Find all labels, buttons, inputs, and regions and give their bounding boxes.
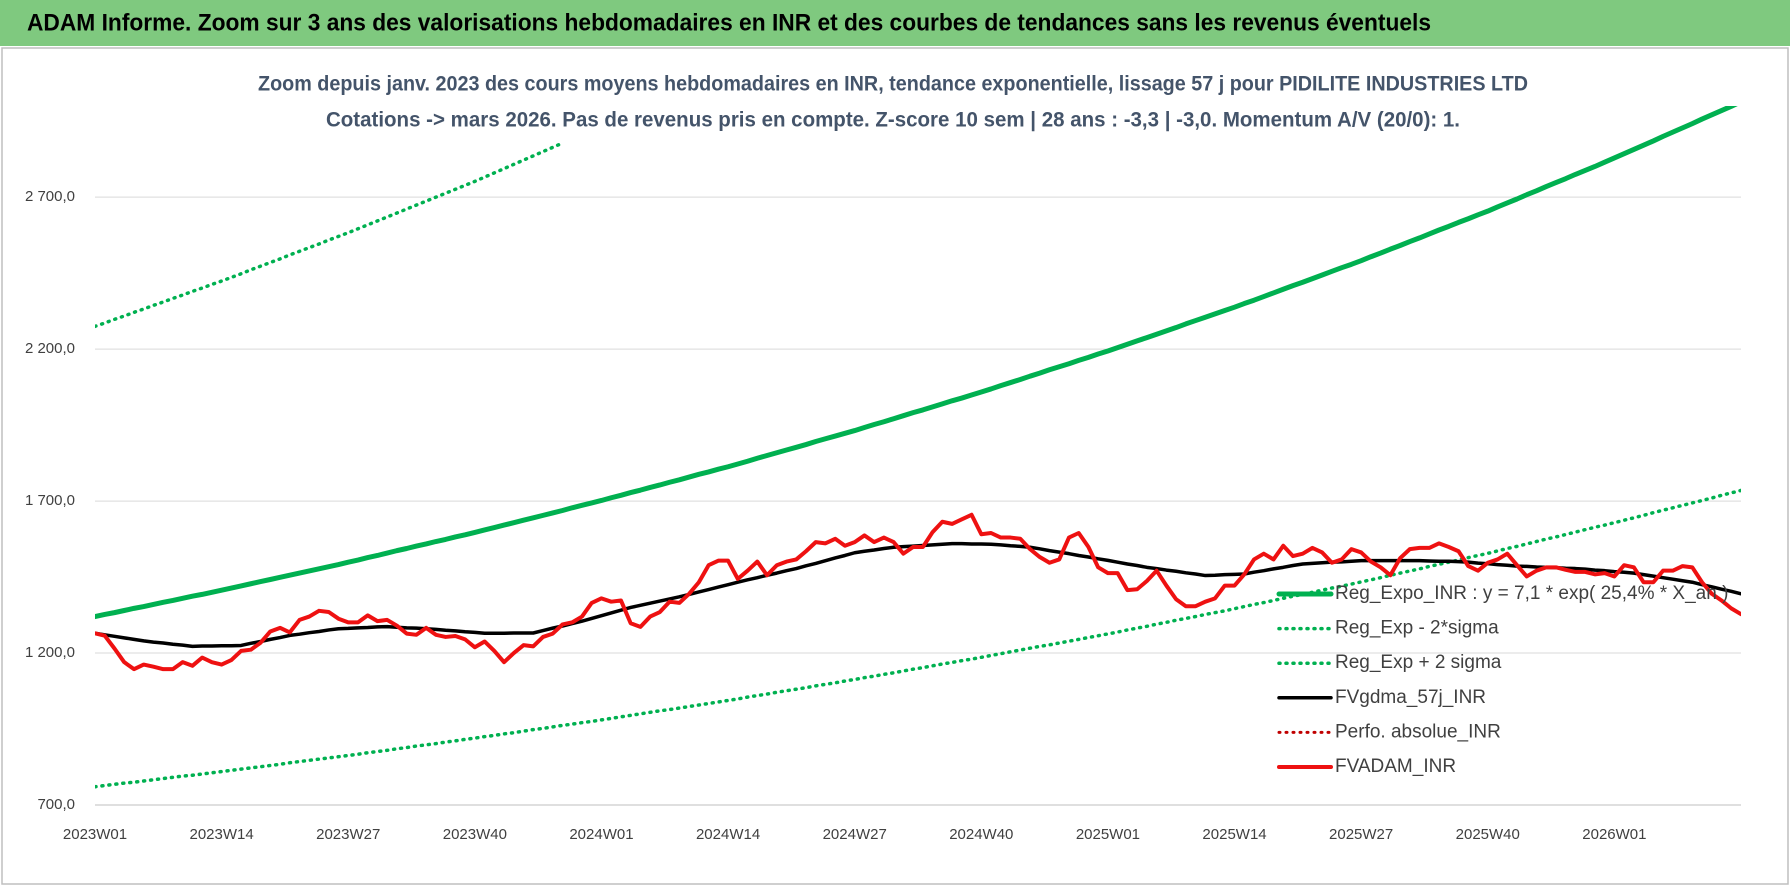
legend-label: Reg_Exp + 2 sigma bbox=[1335, 652, 1502, 673]
series-line bbox=[95, 488, 1741, 789]
x-tick-label: 2023W01 bbox=[63, 826, 127, 843]
legend-label: Reg_Exp - 2*sigma bbox=[1335, 618, 1499, 639]
x-tick-label: 2024W27 bbox=[823, 826, 887, 843]
y-tick-label: 700,0 bbox=[37, 796, 75, 813]
header-band bbox=[0, 0, 1790, 46]
series-line bbox=[95, 512, 1741, 672]
legend-label: Reg_Expo_INR : y = 7,1 * exp( 25,4% * X_… bbox=[1335, 583, 1728, 604]
series-line bbox=[95, 106, 1738, 620]
y-tick-label: 2 700,0 bbox=[25, 188, 75, 205]
title-box bbox=[250, 68, 1540, 140]
x-tick-label: 2023W27 bbox=[316, 826, 380, 843]
y-tick-label: 1 700,0 bbox=[25, 492, 75, 509]
header-title: ADAM Informe. Zoom sur 3 ans des valoris… bbox=[27, 9, 1431, 36]
y-tick-label: 2 200,0 bbox=[25, 340, 75, 357]
x-tick-label: 2023W14 bbox=[190, 826, 254, 843]
chart-subtitle: Cotations -> mars 2026. Pas de revenus p… bbox=[326, 109, 1460, 132]
legend-label: Perfo. absolue_INR bbox=[1335, 721, 1501, 742]
x-tick-label: 2025W14 bbox=[1202, 826, 1266, 843]
x-tick-label: 2024W14 bbox=[696, 826, 760, 843]
x-tick-label: 2024W40 bbox=[949, 826, 1013, 843]
x-tick-label: 2023W40 bbox=[443, 826, 507, 843]
series-line bbox=[95, 141, 565, 329]
chart-frame bbox=[1, 47, 1789, 885]
legend-label: FVgdma_57j_INR bbox=[1335, 687, 1486, 708]
x-tick-label: 2025W40 bbox=[1456, 826, 1520, 843]
x-tick-label: 2026W01 bbox=[1582, 826, 1646, 843]
legend-label: FVADAM_INR bbox=[1335, 756, 1456, 777]
y-tick-label: 1 200,0 bbox=[25, 644, 75, 661]
x-tick-label: 2025W01 bbox=[1076, 826, 1140, 843]
chart-title: Zoom depuis janv. 2023 des cours moyens … bbox=[258, 73, 1528, 96]
x-tick-label: 2025W27 bbox=[1329, 826, 1393, 843]
x-tick-label: 2024W01 bbox=[569, 826, 633, 843]
